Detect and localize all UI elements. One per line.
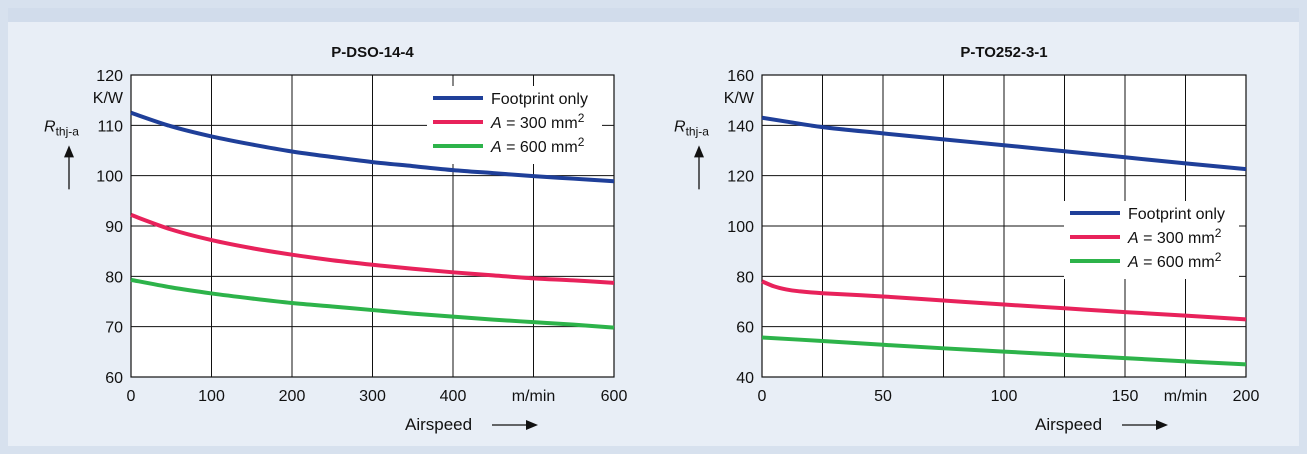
legend-label: Footprint only xyxy=(1128,206,1225,223)
plot-border xyxy=(761,74,1247,378)
y-tick-label: 160 xyxy=(727,68,754,85)
series-line-1 xyxy=(130,110,615,184)
chart-title: P-TO252-3-1 xyxy=(960,44,1047,61)
y-tick-label: 110 xyxy=(97,118,123,135)
x-axis-title: Airspeed xyxy=(1035,415,1102,434)
y-tick-label: 60 xyxy=(736,320,754,337)
y-axis-arrowhead xyxy=(64,145,74,158)
series-line-3 xyxy=(761,335,1247,367)
y-tick-label: 40 xyxy=(736,370,754,387)
y-tick-label: 100 xyxy=(96,169,123,186)
y-tick-label: 90 xyxy=(105,219,123,236)
series-line-3 xyxy=(130,277,615,330)
y-axis-title: Rthj-a xyxy=(44,118,79,138)
x-unit-label: m/min xyxy=(1164,388,1208,405)
x-tick-label: 100 xyxy=(198,388,225,405)
series-line-1 xyxy=(761,115,1247,172)
legend-label: A = 300 mm2 xyxy=(1127,226,1222,247)
x-tick-label: 600 xyxy=(601,388,628,405)
y-tick-label: 80 xyxy=(736,269,754,286)
x-tick-label: 300 xyxy=(359,388,386,405)
x-tick-label: 50 xyxy=(874,388,892,405)
y-axis-arrowhead xyxy=(694,145,704,158)
chart-2: P-TO252-3-1 40 60 80 100 120 140 160 0 50 100 150 m/… xyxy=(674,44,1259,434)
legend: Footprint only A = 300 mm2 A = 600 mm2 xyxy=(427,86,602,164)
y-tick-label: 80 xyxy=(105,269,123,286)
legend: Footprint only A = 300 mm2 A = 600 mm2 xyxy=(1064,201,1239,279)
x-tick-label: 200 xyxy=(1233,388,1260,405)
x-axis-arrowhead xyxy=(526,420,538,430)
x-tick-label: 0 xyxy=(127,388,136,405)
chart-1: P-DSO-14-4 60 70 80 90 100 110 120 0 100 200 300 400… xyxy=(44,44,627,434)
legend-label: A = 300 mm2 xyxy=(490,111,585,132)
chart-title: P-DSO-14-4 xyxy=(331,44,414,61)
legend-label: A = 600 mm2 xyxy=(1127,250,1222,271)
x-axis-arrowhead xyxy=(1156,420,1168,430)
series-line-2 xyxy=(761,279,1247,322)
y-unit-label: K/W xyxy=(93,90,124,107)
y-tick-label: 60 xyxy=(105,370,123,387)
series-line-2 xyxy=(130,213,615,285)
y-tick-label: 70 xyxy=(105,320,123,337)
x-unit-label: m/min xyxy=(512,388,556,405)
plot-border xyxy=(130,74,615,378)
y-axis-title: Rthj-a xyxy=(674,118,709,138)
y-unit-label: K/W xyxy=(724,90,755,107)
x-axis-title: Airspeed xyxy=(405,415,472,434)
legend-label: A = 600 mm2 xyxy=(490,135,585,156)
x-tick-label: 400 xyxy=(440,388,467,405)
x-tick-label: 200 xyxy=(279,388,306,405)
x-tick-label: 0 xyxy=(758,388,767,405)
x-tick-label: 100 xyxy=(991,388,1018,405)
legend-label: Footprint only xyxy=(491,91,588,108)
y-tick-label: 100 xyxy=(727,219,754,236)
y-tick-label: 120 xyxy=(727,169,754,186)
x-tick-label: 150 xyxy=(1112,388,1139,405)
y-tick-label: 120 xyxy=(96,68,123,85)
y-tick-label: 140 xyxy=(727,118,754,135)
